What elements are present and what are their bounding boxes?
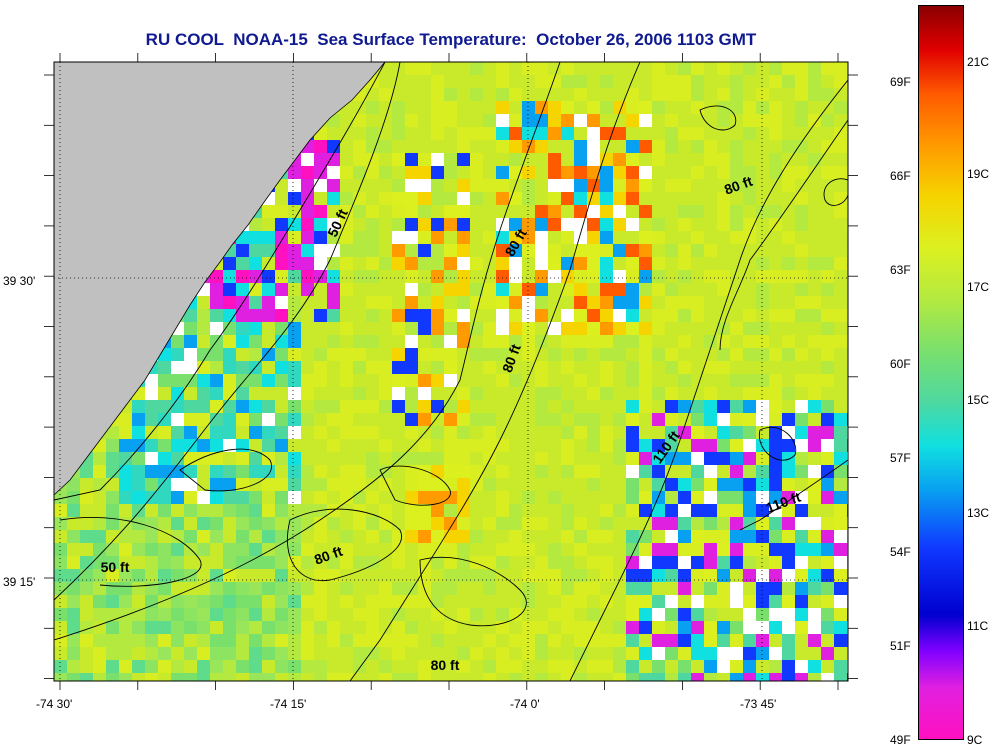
- x-tick-label-1: -74 15': [270, 697, 307, 711]
- bathymetry-contours: [54, 62, 848, 681]
- colorbar-label-f-69: 69F: [890, 75, 911, 89]
- colorbar-label-f-51: 51F: [890, 639, 911, 653]
- x-tick-label-2: -74 0': [510, 697, 540, 711]
- colorbar-label-c-13: 13C: [967, 506, 990, 520]
- colorbar-label-c-11: 11C: [967, 619, 989, 633]
- map-frame: [53, 61, 849, 682]
- colorbar-label-f-66: 66F: [890, 169, 911, 183]
- colorbar-label-f-60: 60F: [890, 357, 911, 371]
- colorbar-label-f-49: 49F: [890, 733, 911, 747]
- colorbar-label-c-21: 21C: [967, 55, 990, 69]
- colorbar-label-c-17: 17C: [967, 280, 990, 294]
- y-tick-label-1: 39 15': [3, 575, 36, 589]
- colorbar-label-c-15: 15C: [967, 393, 990, 407]
- x-tick-label-0: -74 30': [36, 697, 73, 711]
- temperature-colorbar: [918, 5, 964, 740]
- axis-ticks: [44, 53, 858, 690]
- land-mass: [54, 62, 386, 496]
- y-tick-label-0: 39 30': [3, 274, 36, 288]
- contour-label-6: 50 ft: [101, 559, 130, 575]
- graticule: [54, 62, 848, 681]
- colorbar-label-f-54: 54F: [890, 545, 911, 559]
- x-tick-label-3: -73 45': [740, 697, 777, 711]
- contour-label-8: 80 ft: [431, 657, 460, 673]
- map-title: RU COOL NOAA-15 Sea Surface Temperature:…: [145, 30, 757, 49]
- colorbar-label-f-63: 63F: [890, 263, 911, 277]
- colorbar-label-c-9: 9C: [967, 733, 983, 747]
- colorbar-label-c-19: 19C: [967, 167, 990, 181]
- colorbar-label-f-57: 57F: [890, 451, 911, 465]
